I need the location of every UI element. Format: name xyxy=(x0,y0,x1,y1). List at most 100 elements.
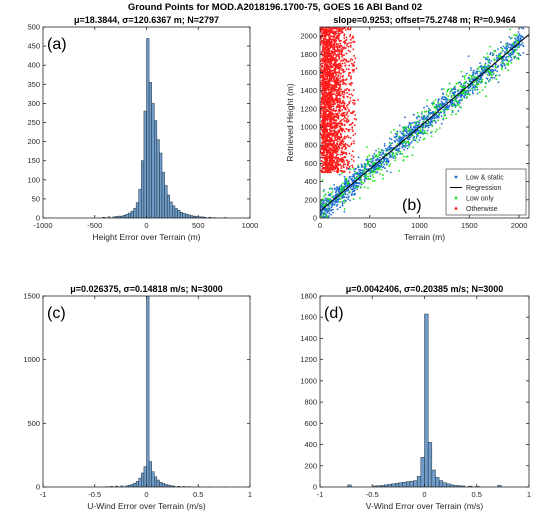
scatter-point-low-only xyxy=(410,129,413,132)
scatter-point-low-only xyxy=(389,163,392,166)
scatter-point-otherwise xyxy=(335,60,338,63)
scatter-point-otherwise xyxy=(337,71,340,74)
scatter-point-low-static xyxy=(522,52,525,54)
scatter-point-low-static xyxy=(460,96,463,98)
scatter-point-otherwise xyxy=(344,155,346,158)
scatter-point-otherwise xyxy=(322,127,325,130)
scatter-point-otherwise xyxy=(349,46,352,48)
scatter-point-low-static xyxy=(372,166,375,169)
y-tick-label: 1400 xyxy=(300,86,317,95)
scatter-point-low-static xyxy=(470,69,472,72)
scatter-point-otherwise xyxy=(321,28,323,31)
scatter-point-otherwise xyxy=(324,164,327,167)
scatter-point-low-static xyxy=(354,187,356,190)
scatter-point-otherwise xyxy=(341,80,344,83)
scatter-point-otherwise xyxy=(322,57,324,59)
scatter-point-otherwise xyxy=(326,25,328,27)
scatter-point-otherwise xyxy=(352,36,355,39)
scatter-point-otherwise xyxy=(328,134,331,137)
scatter-point-otherwise xyxy=(351,94,354,97)
scatter-point-low-only xyxy=(374,170,376,173)
scatter-point-otherwise xyxy=(331,155,334,157)
scatter-point-low-static xyxy=(408,144,411,146)
histogram-bar xyxy=(177,210,181,218)
scatter-point-low-only xyxy=(446,89,449,92)
scatter-point-low-only xyxy=(341,182,344,185)
scatter-point-low-only xyxy=(492,53,495,56)
scatter-point-low-static xyxy=(360,172,362,174)
scatter-point-low-static xyxy=(390,138,393,141)
scatter-point-low-only xyxy=(481,66,484,69)
scatter-point-low-only xyxy=(370,158,373,160)
x-tick-label: 0.5 xyxy=(472,490,482,499)
scatter-point-low-only xyxy=(391,152,394,154)
histogram-bar xyxy=(141,472,145,487)
scatter-point-otherwise xyxy=(334,56,337,59)
scatter-point-low-static xyxy=(488,58,491,61)
scatter-point-otherwise xyxy=(326,46,329,49)
scatter-point-low-static xyxy=(469,80,471,83)
scatter-point-low-static xyxy=(351,184,354,187)
scatter-point-low-only xyxy=(438,127,441,129)
scatter-point-otherwise xyxy=(332,117,334,120)
scatter-point-low-static xyxy=(330,206,333,208)
scatter-point-low-static xyxy=(375,158,378,161)
scatter-point-low-static xyxy=(398,138,401,141)
scatter-point-low-static xyxy=(389,154,392,157)
scatter-point-low-only xyxy=(423,130,426,132)
scatter-point-low-static xyxy=(440,122,443,125)
scatter-point-low-static xyxy=(352,175,355,178)
scatter-point-low-static xyxy=(505,58,507,61)
scatter-point-low-static xyxy=(332,211,334,214)
scatter-point-otherwise xyxy=(333,51,336,54)
scatter-point-otherwise xyxy=(336,77,338,80)
scatter-point-low-only xyxy=(475,86,478,88)
scatter-point-low-static xyxy=(495,54,498,57)
scatter-point-low-static xyxy=(498,74,501,77)
scatter-point-otherwise xyxy=(324,140,327,142)
scatter-point-low-only xyxy=(355,171,358,174)
histogram-bar xyxy=(159,481,163,487)
scatter-point-low-only xyxy=(374,161,377,164)
chart-title: μ=18.3844, σ=120.6367 m; N=2797 xyxy=(74,15,219,25)
scatter-point-otherwise xyxy=(324,24,326,26)
scatter-point-low-only xyxy=(360,178,362,181)
x-axis-label: V-Wind Error over Terrain (m/s) xyxy=(366,501,484,511)
scatter-point-otherwise xyxy=(327,20,329,22)
scatter-point-otherwise xyxy=(345,136,348,139)
scatter-point-low-only xyxy=(343,193,345,195)
scatter-point-otherwise xyxy=(346,95,349,98)
scatter-point-low-static xyxy=(339,206,342,209)
scatter-point-otherwise xyxy=(320,115,323,117)
scatter-point-low-static xyxy=(383,145,386,147)
y-tick-label: 0 xyxy=(36,483,40,492)
scatter-point-otherwise xyxy=(332,153,335,156)
scatter-point-low-static xyxy=(414,139,417,142)
scatter-point-otherwise xyxy=(320,18,322,20)
scatter-point-low-only xyxy=(381,160,383,163)
scatter-point-low-only xyxy=(394,154,396,157)
scatter-point-otherwise xyxy=(341,59,344,62)
scatter-point-low-only xyxy=(407,140,409,143)
plot-area xyxy=(347,313,502,487)
scatter-point-otherwise xyxy=(329,38,331,41)
scatter-point-low-static xyxy=(497,48,499,50)
scatter-point-otherwise xyxy=(352,140,355,142)
scatter-point-low-static xyxy=(430,131,432,134)
scatter-point-low-static xyxy=(481,69,484,71)
scatter-point-otherwise xyxy=(328,31,331,34)
scatter-point-otherwise xyxy=(330,35,333,38)
scatter-point-otherwise xyxy=(324,24,326,26)
scatter-point-otherwise xyxy=(322,110,325,113)
scatter-point-otherwise xyxy=(346,135,349,137)
scatter-point-otherwise xyxy=(341,153,344,156)
scatter-point-low-only xyxy=(489,73,492,76)
scatter-point-low-only xyxy=(371,174,374,176)
scatter-point-otherwise xyxy=(321,32,323,34)
scatter-point-low-static xyxy=(460,83,463,85)
scatter-point-low-static xyxy=(392,157,395,159)
panel-a: μ=18.3844, σ=120.6367 m; N=2797-1000 -500… xyxy=(27,15,258,242)
scatter-point-otherwise xyxy=(320,160,323,162)
scatter-point-low-static xyxy=(389,145,391,147)
histogram-bar xyxy=(398,482,403,487)
